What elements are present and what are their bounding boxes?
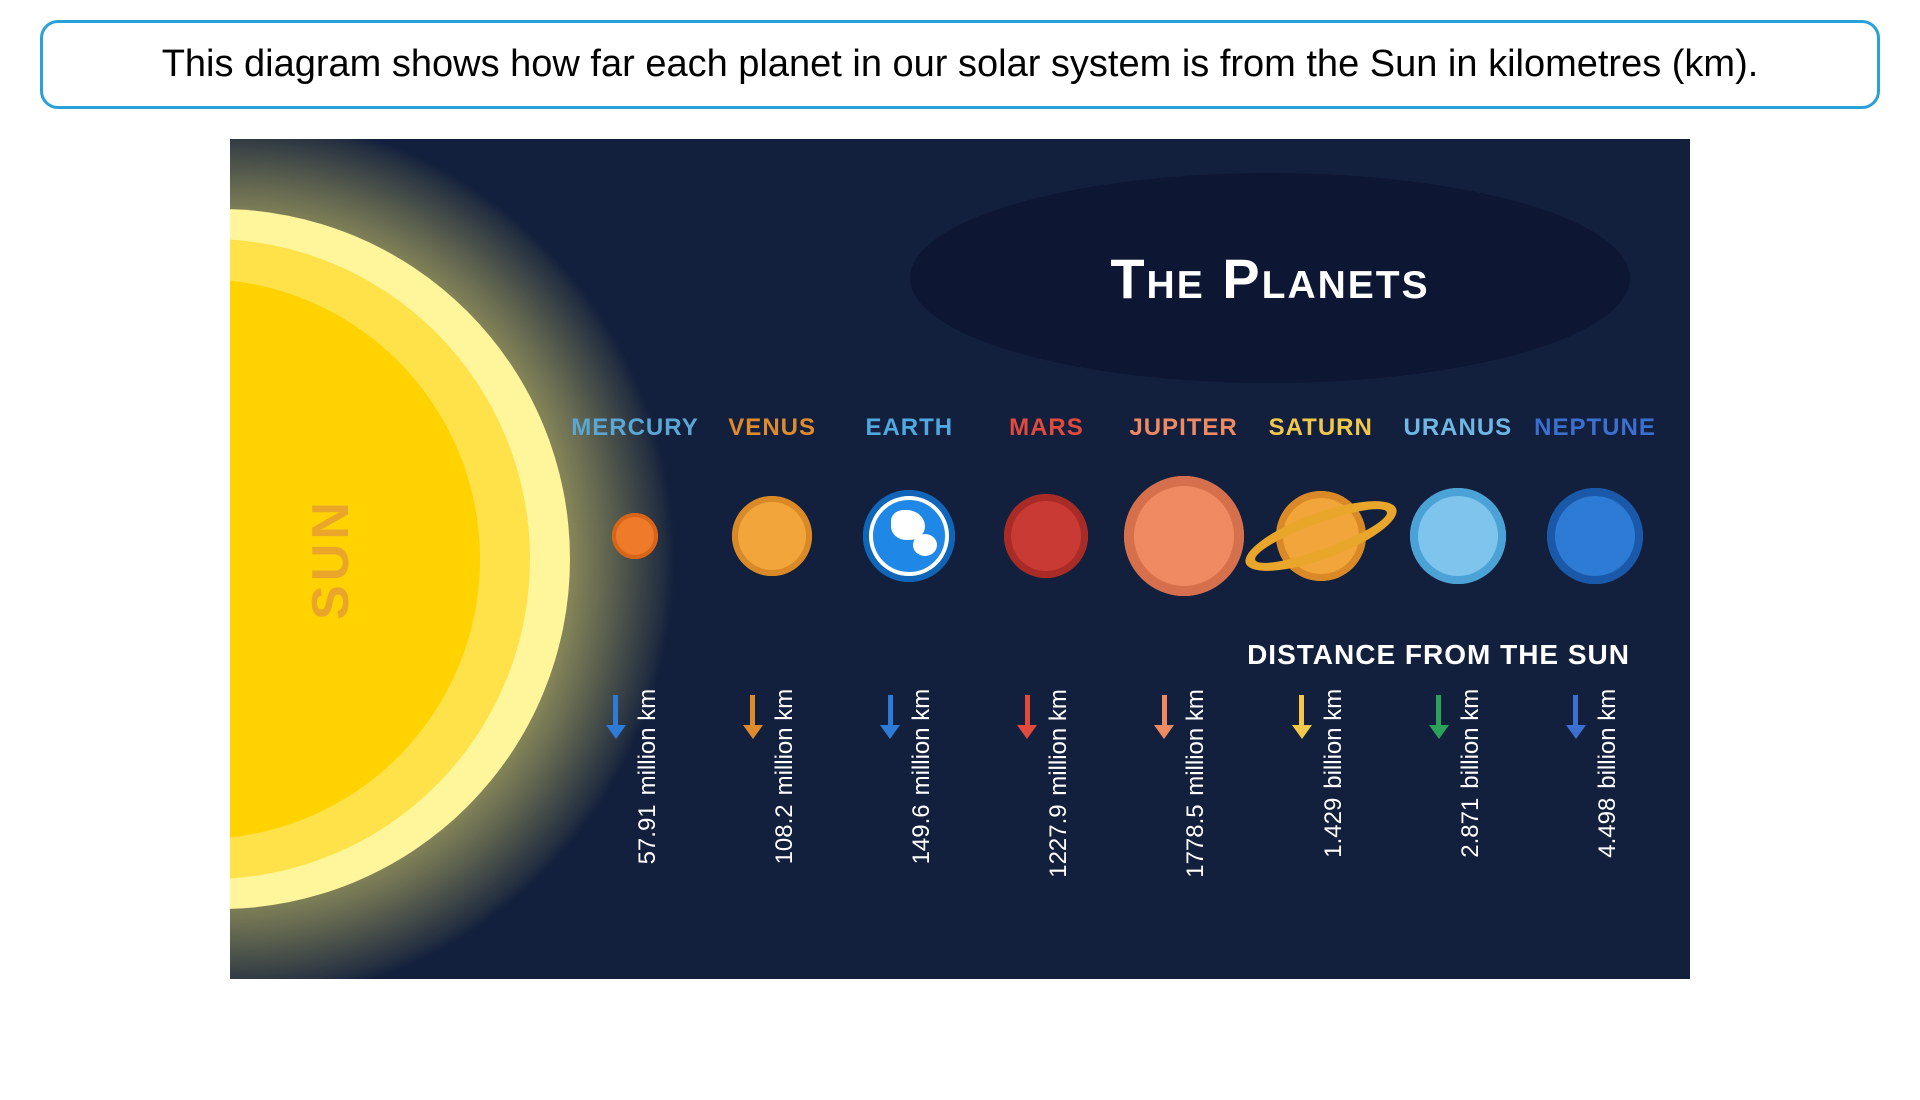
down-arrow-icon [880,695,900,745]
planet-body [1124,466,1244,606]
distance-unit: billion km [1318,689,1350,789]
distance-value: 2.871 [1455,798,1487,858]
down-arrow-icon [1429,695,1449,745]
planet-mercury: MERCURY [570,414,700,606]
distance-jupiter: 1778.5 million km [1119,689,1249,959]
distance-text: 1778.5 million km [1180,689,1212,882]
planet-name: NEPTUNE [1534,414,1656,442]
planet-ball [612,513,658,559]
distance-mars: 1227.9 million km [981,689,1111,959]
title-oval: The Planets [910,173,1630,383]
distance-unit: billion km [1592,689,1624,789]
planet-ball [1004,494,1088,578]
distance-text: 4.498 billion km [1592,689,1624,862]
planet-body [732,466,812,606]
distance-text: 108.2 million km [769,689,801,868]
planet-jupiter: JUPITER [1119,414,1249,606]
planet-body [863,466,955,606]
down-arrow-icon [1017,695,1037,745]
distance-header: DISTANCE FROM THE SUN [1247,639,1630,671]
planet-body [1410,466,1506,606]
distance-row: 57.91 million km108.2 million km149.6 mi… [570,689,1660,959]
distance-unit: billion km [1455,689,1487,789]
distance-venus: 108.2 million km [707,689,837,959]
planet-earth: EARTH [844,414,974,606]
planet-neptune: NEPTUNE [1530,414,1660,606]
distance-value: 1.429 [1318,798,1350,858]
distance-uranus: 2.871 billion km [1393,689,1523,959]
planet-body [1004,466,1088,606]
sun-label: SUN [301,498,361,620]
planets-diagram: SUN The Planets MERCURY VENUS EARTH MARS JUP… [230,139,1690,979]
planet-name: JUPITER [1129,414,1237,442]
distance-value: 1227.9 [1043,805,1075,878]
distance-text: 2.871 billion km [1455,689,1487,862]
planet-mars: MARS [981,414,1111,606]
planet-name: MERCURY [571,414,698,442]
planet-ball [1410,488,1506,584]
planet-body [1547,466,1643,606]
distance-value: 57.91 [632,805,664,865]
distance-neptune: 4.498 billion km [1530,689,1660,959]
planet-venus: VENUS [707,414,837,606]
distance-value: 108.2 [769,805,801,865]
down-arrow-icon [1566,695,1586,745]
down-arrow-icon [1292,695,1312,745]
distance-unit: million km [1043,689,1075,796]
distance-text: 1227.9 million km [1043,689,1075,882]
planet-ball [1124,476,1244,596]
planet-name: SATURN [1269,414,1373,442]
planet-body [1276,466,1366,606]
distance-text: 57.91 million km [632,689,664,868]
distance-text: 1.429 billion km [1318,689,1350,862]
planet-name: URANUS [1404,414,1513,442]
down-arrow-icon [606,695,626,745]
distance-saturn: 1.429 billion km [1256,689,1386,959]
distance-earth: 149.6 million km [844,689,974,959]
planet-saturn: SATURN [1256,414,1386,606]
caption-text: This diagram shows how far each planet i… [162,43,1759,85]
planet-name: EARTH [865,414,953,442]
distance-unit: million km [1180,689,1212,796]
distance-value: 1778.5 [1180,805,1212,878]
planet-uranus: URANUS [1393,414,1523,606]
down-arrow-icon [743,695,763,745]
planet-ball [732,496,812,576]
down-arrow-icon [1154,695,1174,745]
distance-text: 149.6 million km [906,689,938,868]
planet-ball [1547,488,1643,584]
distance-unit: million km [769,689,801,796]
distance-unit: million km [906,689,938,796]
planets-row: MERCURY VENUS EARTH MARS JUPITER SATURN URANUS… [570,414,1660,606]
planet-name: VENUS [728,414,816,442]
distance-value: 149.6 [906,805,938,865]
distance-mercury: 57.91 million km [570,689,700,959]
planet-ball [863,490,955,582]
planet-body [612,466,658,606]
diagram-title: The Planets [1110,246,1429,311]
caption-box: This diagram shows how far each planet i… [40,20,1880,109]
distance-value: 4.498 [1592,798,1624,858]
distance-unit: million km [632,689,664,796]
planet-name: MARS [1009,414,1084,442]
